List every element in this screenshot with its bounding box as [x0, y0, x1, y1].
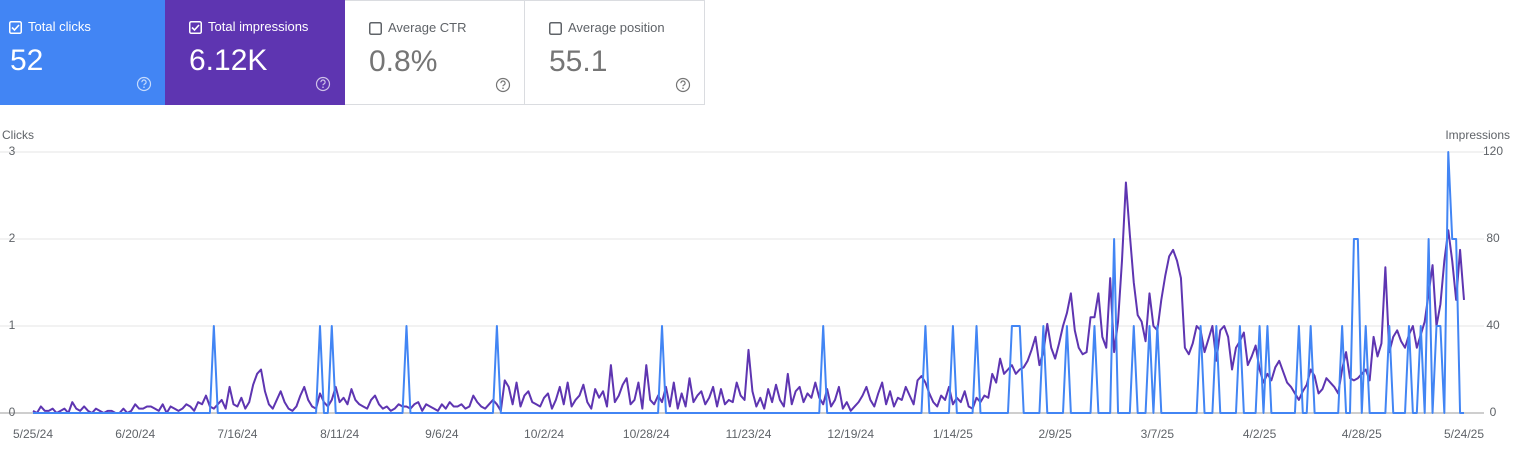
- metric-card[interactable]: Average position 55.1: [525, 0, 705, 105]
- x-tick-label: 5/24/25: [1444, 427, 1484, 441]
- x-tick-label: 11/23/24: [726, 427, 772, 441]
- metric-card[interactable]: Average CTR 0.8%: [345, 0, 525, 105]
- metric-label: Average position: [568, 20, 665, 35]
- y-axis-title: Clicks: [2, 128, 34, 142]
- x-tick-label: 4/28/25: [1342, 427, 1382, 441]
- metric-value: 55.1: [549, 45, 608, 78]
- y-tick-label: 1: [9, 318, 16, 332]
- x-tick-label: 4/2/25: [1243, 427, 1277, 441]
- series-line: [33, 151, 1464, 414]
- series-line: [32, 181, 1465, 414]
- x-tick-label: 8/11/24: [320, 427, 359, 441]
- y2-axis-title: Impressions: [1445, 128, 1510, 142]
- x-tick-label: 5/25/24: [13, 427, 53, 441]
- y2-tick-label: 0: [1490, 405, 1497, 419]
- metric-label: Average CTR: [388, 20, 467, 35]
- checkbox[interactable]: [189, 21, 202, 34]
- metric-value: 6.12K: [189, 44, 268, 77]
- help-icon[interactable]: [495, 77, 511, 93]
- metric-label: Total clicks: [28, 19, 91, 34]
- checkbox[interactable]: [9, 21, 22, 34]
- checkbox[interactable]: [369, 22, 382, 35]
- y-tick-label: 2: [9, 231, 16, 245]
- metric-cards: Total clicks 52 Total impressions 6.12K Aver…: [0, 0, 705, 105]
- x-tick-label: 3/7/25: [1141, 427, 1175, 441]
- y-tick-label: 3: [9, 144, 16, 158]
- metric-card[interactable]: Total impressions 6.12K: [165, 0, 345, 105]
- x-tick-label: 12/19/24: [827, 427, 874, 441]
- x-tick-label: 6/20/24: [115, 427, 155, 441]
- checkbox[interactable]: [549, 22, 562, 35]
- metric-card[interactable]: Total clicks 52: [0, 0, 165, 105]
- metric-label: Total impressions: [208, 19, 309, 34]
- x-tick-label: 9/6/24: [425, 427, 459, 441]
- x-tick-label: 2/9/25: [1038, 427, 1072, 441]
- metric-value: 52: [10, 44, 44, 77]
- help-icon[interactable]: [315, 76, 331, 92]
- y2-tick-label: 120: [1483, 144, 1503, 158]
- help-icon[interactable]: [675, 77, 691, 93]
- y2-tick-label: 40: [1486, 318, 1500, 332]
- x-tick-label: 1/14/25: [933, 427, 973, 441]
- y-tick-label: 0: [9, 405, 16, 419]
- help-icon[interactable]: [136, 76, 152, 92]
- y2-tick-label: 80: [1486, 231, 1500, 245]
- metric-value: 0.8%: [369, 45, 438, 78]
- x-tick-label: 7/16/24: [217, 427, 257, 441]
- x-tick-label: 10/2/24: [524, 427, 564, 441]
- x-tick-label: 10/28/24: [623, 427, 670, 441]
